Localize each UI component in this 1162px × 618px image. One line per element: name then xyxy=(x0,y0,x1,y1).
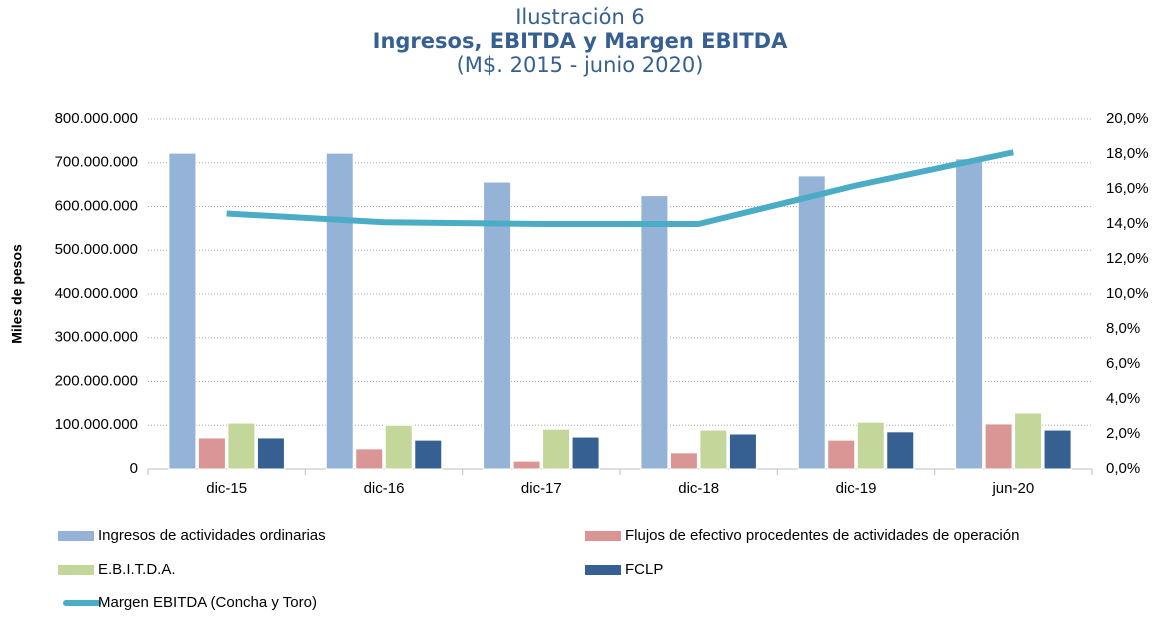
y2-tick-label: 8,0% xyxy=(1106,320,1140,337)
legend-label: Ingresos de actividades ordinarias xyxy=(98,527,326,544)
bar xyxy=(669,452,698,470)
bar xyxy=(699,429,728,470)
y2-tick-label: 2,0% xyxy=(1106,425,1140,442)
y-tick-label: 400.000.000 xyxy=(55,285,138,302)
y-axis-label: Miles de pesos xyxy=(9,244,25,344)
y2-tick-label: 20,0% xyxy=(1106,110,1149,127)
bar xyxy=(355,448,384,470)
y-tick-label: 800.000.000 xyxy=(55,110,138,127)
y-tick-label: 600.000.000 xyxy=(55,197,138,214)
bar xyxy=(325,152,354,470)
y-tick-label: 100.000.000 xyxy=(55,416,138,433)
bar xyxy=(1043,429,1072,470)
bar xyxy=(955,158,984,470)
bar xyxy=(197,437,226,470)
legend-swatch xyxy=(585,565,621,575)
bar xyxy=(1014,412,1043,470)
y2-tick-label: 10,0% xyxy=(1106,285,1149,302)
bar xyxy=(414,439,443,470)
x-tick-label: dic-17 xyxy=(521,480,562,497)
bar xyxy=(827,439,856,470)
y2-tick-label: 16,0% xyxy=(1106,180,1149,197)
y-tick-label: 500.000.000 xyxy=(55,241,138,258)
bar xyxy=(797,175,826,470)
x-tick-label: jun-20 xyxy=(991,480,1034,497)
y2-tick-label: 4,0% xyxy=(1106,390,1140,407)
x-tick-label: dic-16 xyxy=(364,480,405,497)
legend-label: Margen EBITDA (Concha y Toro) xyxy=(98,594,317,611)
bar xyxy=(571,436,600,470)
chart-note: (M$. 2015 - junio 2020) xyxy=(457,53,704,77)
x-tick-label: dic-15 xyxy=(206,480,247,497)
bar xyxy=(984,423,1013,470)
legend-label: FCLP xyxy=(625,561,663,578)
legend-label: E.B.I.T.D.A. xyxy=(98,561,176,578)
legend-swatch xyxy=(585,531,621,541)
y2-tick-label: 12,0% xyxy=(1106,250,1149,267)
y2-tick-label: 0,0% xyxy=(1106,460,1140,477)
bar xyxy=(227,422,256,470)
legend-swatch xyxy=(58,565,94,575)
bar xyxy=(640,195,669,470)
x-tick-label: dic-18 xyxy=(678,480,719,497)
bar xyxy=(384,424,413,470)
y2-tick-label: 14,0% xyxy=(1106,215,1149,232)
legend-label: Flujos de efectivo procedentes de activi… xyxy=(625,527,1019,544)
bar xyxy=(542,428,571,470)
y2-tick-label: 6,0% xyxy=(1106,355,1140,372)
y-tick-label: 300.000.000 xyxy=(55,329,138,346)
bar xyxy=(856,421,885,470)
y-tick-label: 0 xyxy=(130,460,138,477)
x-tick-label: dic-19 xyxy=(836,480,877,497)
bar xyxy=(512,460,541,470)
y-tick-label: 700.000.000 xyxy=(55,154,138,171)
bar xyxy=(728,433,757,470)
chart-subtitle: Ingresos, EBITDA y Margen EBITDA xyxy=(373,29,788,53)
bar xyxy=(483,181,512,470)
bar xyxy=(168,152,197,470)
bar xyxy=(886,431,915,470)
y-tick-label: 200.000.000 xyxy=(55,372,138,389)
line-series xyxy=(226,149,1014,227)
y2-tick-label: 18,0% xyxy=(1106,145,1149,162)
legend-swatch xyxy=(58,531,94,541)
chart-title: Ilustración 6 xyxy=(515,5,645,29)
bar xyxy=(256,437,285,470)
